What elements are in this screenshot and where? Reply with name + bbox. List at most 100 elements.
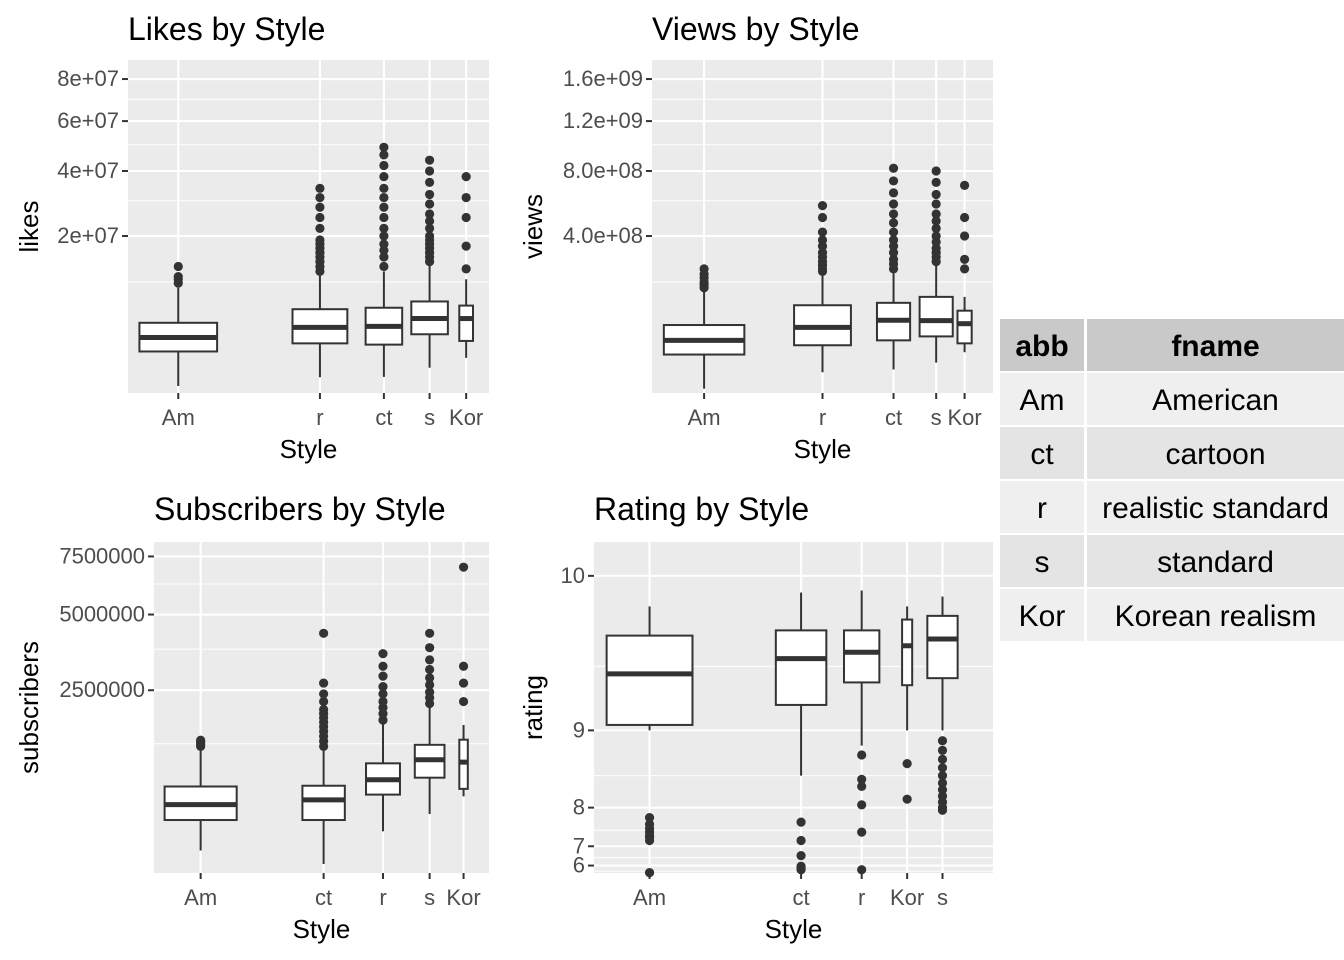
box-r bbox=[291, 183, 349, 378]
y-tick-label: 7 bbox=[573, 833, 585, 858]
y-tick-label: 1.6e+09 bbox=[563, 66, 643, 91]
table-header-label: abb bbox=[1015, 330, 1068, 363]
x-tick-label: Kor bbox=[449, 405, 483, 430]
table-cell-text: American bbox=[1152, 384, 1279, 417]
outlier-point bbox=[796, 865, 806, 875]
outlier-point bbox=[461, 192, 471, 203]
x-tick-label: ct bbox=[315, 885, 332, 910]
y-tick-label: 1.2e+09 bbox=[563, 108, 643, 133]
outlier-point bbox=[458, 696, 469, 707]
outlier-point bbox=[379, 212, 389, 223]
y-tick-label: 4e+07 bbox=[57, 158, 119, 183]
x-tick-label: Kor bbox=[890, 885, 924, 910]
x-axis-title: Style bbox=[765, 914, 823, 944]
outlier-point bbox=[644, 813, 655, 823]
y-tick-label: 7500000 bbox=[59, 543, 145, 568]
outlier-point bbox=[888, 199, 899, 209]
outlier-point bbox=[378, 661, 388, 671]
outlier-point bbox=[379, 183, 389, 193]
y-tick-label: 5000000 bbox=[59, 602, 145, 627]
outlier-point bbox=[425, 680, 435, 690]
table-header-label: fname bbox=[1171, 330, 1259, 363]
y-tick-label: 10 bbox=[561, 563, 585, 588]
outlier-point bbox=[458, 562, 469, 572]
table-cell-text: s bbox=[1035, 546, 1050, 579]
outlier-point bbox=[379, 231, 389, 241]
y-tick-label: 2e+07 bbox=[57, 223, 119, 248]
outlier-point bbox=[817, 227, 828, 237]
table-cell bbox=[1087, 535, 1344, 587]
outlier-point bbox=[817, 235, 828, 245]
outlier-point bbox=[931, 199, 941, 209]
y-axis-title: likes bbox=[14, 200, 44, 252]
outlier-point bbox=[699, 264, 709, 274]
x-tick-label: r bbox=[379, 885, 386, 910]
box-r bbox=[843, 590, 881, 875]
outlier-point bbox=[937, 778, 948, 788]
table-header-cell bbox=[1087, 319, 1344, 371]
outlier-point bbox=[424, 231, 435, 241]
box-iqr bbox=[605, 634, 694, 726]
outlier-point bbox=[888, 176, 899, 186]
panel-3: 2500000 5000000 7500000 Am ct r s Kor Subscriber… bbox=[14, 491, 489, 944]
x-axis-title: Style bbox=[280, 434, 338, 464]
outlier-point bbox=[379, 150, 389, 160]
outlier-point bbox=[644, 819, 655, 829]
outlier-point bbox=[425, 673, 435, 683]
outlier-point bbox=[196, 735, 206, 745]
outlier-point bbox=[959, 212, 970, 223]
outlier-point bbox=[461, 264, 471, 274]
table-header-cell bbox=[1000, 319, 1084, 371]
table-row: ct cartoon bbox=[1000, 427, 1344, 479]
outlier-point bbox=[315, 235, 325, 245]
x-tick-label: r bbox=[316, 405, 323, 430]
box-r bbox=[365, 649, 401, 832]
x-tick-label: s bbox=[937, 885, 948, 910]
table-cell bbox=[1000, 427, 1084, 479]
outlier-point bbox=[379, 223, 389, 233]
panel-2: 4.0e+08 8.0e+08 1.2e+09 1.6e+09 Am r ct s Kor Vie… bbox=[518, 11, 993, 464]
x-tick-label: Kor bbox=[947, 405, 981, 430]
y-tick-label: 6e+07 bbox=[57, 108, 119, 133]
chart-title: Subscribers by Style bbox=[154, 491, 446, 527]
box-Kor bbox=[956, 180, 973, 353]
outlier-point bbox=[425, 643, 435, 653]
outlier-point bbox=[931, 231, 941, 241]
box-iqr bbox=[301, 784, 346, 822]
x-axis-title: Style bbox=[794, 434, 852, 464]
outlier-point bbox=[378, 649, 388, 659]
outlier-point bbox=[425, 687, 435, 697]
outlier-point bbox=[379, 261, 389, 272]
outlier-point bbox=[173, 271, 183, 282]
y-axis-title: rating bbox=[518, 675, 548, 740]
box-Am bbox=[605, 606, 694, 878]
x-tick-label: r bbox=[858, 885, 865, 910]
box-iqr bbox=[774, 629, 828, 706]
outlier-point bbox=[931, 177, 941, 187]
x-tick-label: Am bbox=[688, 405, 721, 430]
outlier-point bbox=[817, 201, 828, 211]
outlier-point bbox=[888, 209, 899, 219]
table-cell-text: r bbox=[1037, 492, 1047, 525]
outlier-point bbox=[315, 192, 325, 203]
chart-title: Views by Style bbox=[652, 11, 860, 47]
outlier-point bbox=[425, 628, 435, 638]
table-cell bbox=[1087, 373, 1344, 425]
box-iqr bbox=[918, 295, 954, 338]
table-cell-text: cartoon bbox=[1165, 438, 1265, 471]
outlier-point bbox=[888, 218, 899, 228]
box-r bbox=[793, 201, 852, 373]
box-iqr bbox=[901, 618, 914, 687]
panel-4: 67 8 9 10 Am ct r Kor s Rating by Style Style ratin… bbox=[518, 491, 993, 944]
outlier-point bbox=[857, 827, 867, 837]
x-axis-title: Style bbox=[293, 914, 351, 944]
outlier-point bbox=[379, 172, 389, 182]
outlier-point bbox=[902, 759, 912, 769]
box-Kor bbox=[458, 172, 475, 358]
outlier-point bbox=[931, 166, 941, 176]
table-cell-text: Am bbox=[1020, 384, 1065, 417]
outlier-point bbox=[424, 177, 435, 187]
y-tick-label: 9 bbox=[573, 717, 585, 742]
box-Kor bbox=[901, 606, 914, 804]
